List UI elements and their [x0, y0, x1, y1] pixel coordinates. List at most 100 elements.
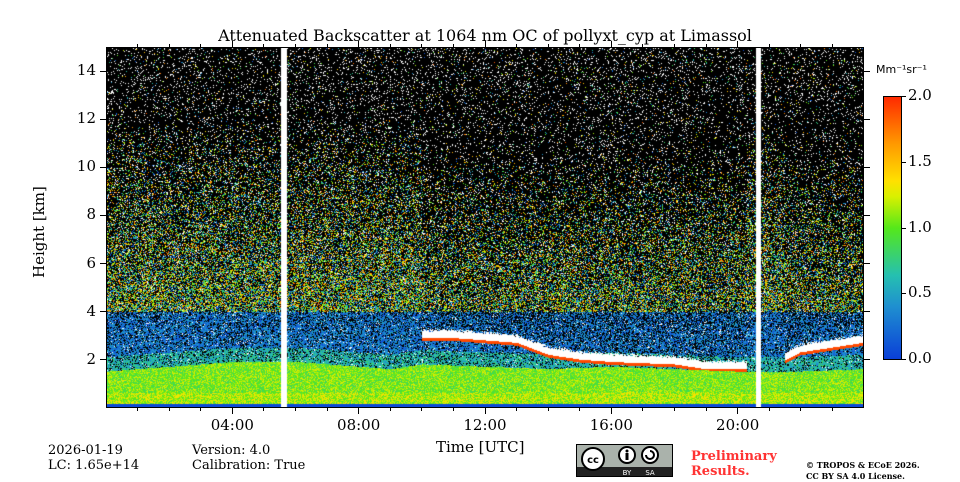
colorbar-tick-label: 0.5	[908, 283, 932, 302]
y-tick-label: 6	[86, 253, 96, 272]
x-tick-label: 08:00	[337, 416, 381, 434]
x-minor-tick	[547, 408, 549, 411]
x-minor-tick-top	[800, 44, 802, 47]
x-minor-tick	[831, 408, 833, 411]
x-minor-tick-top	[200, 44, 202, 47]
x-tick	[610, 408, 612, 414]
x-minor-tick-top	[389, 44, 391, 47]
x-minor-tick	[168, 408, 170, 411]
x-tick-label: 04:00	[210, 416, 254, 434]
x-minor-tick	[674, 408, 675, 411]
calibration-label: Calibration: True	[192, 458, 306, 473]
x-minor-tick-top	[674, 44, 675, 47]
x-minor-tick-top	[516, 44, 518, 47]
y-tick-label: 14	[76, 61, 96, 80]
x-minor-tick	[452, 408, 454, 411]
y-axis-label: Height [km]	[30, 186, 48, 278]
copyright-note: © TROPOS & ECoE 2026. CC BY SA 4.0 Licen…	[806, 460, 920, 482]
colorbar-tick-label: 2.0	[908, 86, 932, 104]
x-minor-tick	[800, 408, 802, 411]
by-text: BY	[623, 469, 632, 476]
preliminary-results-note: Preliminary Results.	[691, 449, 777, 479]
x-tick-label: 12:00	[463, 416, 507, 434]
x-minor-tick-top	[295, 44, 296, 47]
colorbar-tick-label: 1.5	[908, 151, 932, 170]
colorbar	[883, 96, 902, 360]
x-tick	[358, 408, 360, 414]
y-tick-label: 10	[76, 157, 96, 176]
y-tick-right	[864, 263, 870, 265]
x-tick-label: 16:00	[589, 416, 633, 434]
colorbar-tick-label: 1.0	[908, 217, 932, 236]
x-minor-tick-top	[421, 44, 423, 47]
y-tick	[100, 118, 106, 120]
lc-label: LC: 1.65e+14	[48, 458, 140, 473]
y-tick-right	[864, 118, 870, 120]
x-minor-tick	[263, 408, 265, 411]
x-minor-tick-top	[705, 44, 707, 47]
y-tick-right	[864, 311, 870, 313]
chart-title: Attenuated Backscatter at 1064 nm OC of …	[218, 26, 752, 45]
x-tick-top	[231, 41, 233, 47]
y-tick-right	[864, 359, 870, 361]
y-tick-label: 4	[86, 301, 96, 320]
x-minor-tick-top	[831, 44, 833, 47]
y-tick-label: 2	[86, 349, 96, 368]
cc-by-sa-logo: cc BY SA	[576, 444, 673, 477]
sa-text: SA	[645, 469, 655, 476]
colorbar-tick	[902, 359, 906, 360]
x-minor-tick-top	[547, 44, 549, 47]
y-tick-label: 8	[86, 205, 96, 224]
x-minor-tick	[389, 408, 391, 411]
y-tick	[100, 263, 106, 265]
y-tick	[100, 359, 106, 361]
x-tick-top	[358, 41, 360, 47]
x-minor-tick-top	[642, 44, 644, 47]
x-tick	[737, 408, 739, 414]
version-label: Version: 4.0	[192, 443, 271, 458]
x-minor-tick-top	[768, 44, 770, 47]
y-tick-right	[864, 70, 870, 72]
x-minor-tick-top	[326, 44, 328, 47]
x-axis-label: Time [UTC]	[436, 438, 525, 456]
colorbar-unit: Mm⁻¹sr⁻¹	[876, 63, 927, 76]
colorbar-tick	[902, 96, 906, 97]
x-minor-tick	[137, 408, 139, 411]
x-minor-tick	[579, 408, 581, 411]
y-tick-right	[864, 166, 870, 168]
y-tick-label: 12	[76, 109, 96, 128]
date-label: 2026-01-19	[48, 443, 123, 458]
colorbar-tick	[902, 161, 906, 163]
x-minor-tick-top	[452, 44, 454, 47]
colorbar-tick	[902, 293, 906, 295]
y-tick	[100, 311, 106, 313]
x-minor-tick-top	[263, 44, 265, 47]
x-tick	[231, 408, 233, 414]
backscatter-heatmap	[107, 48, 863, 407]
x-tick-top	[484, 41, 486, 47]
svg-text:cc: cc	[587, 455, 599, 466]
x-minor-tick	[705, 408, 707, 411]
x-minor-tick	[516, 408, 518, 411]
copyright-text: © TROPOS & ECoE 2026.	[806, 460, 920, 470]
x-minor-tick	[421, 408, 423, 411]
x-minor-tick	[200, 408, 202, 411]
colorbar-tick-label: 0.0	[908, 349, 932, 367]
colorbar-tick	[902, 227, 906, 229]
y-tick	[100, 214, 106, 216]
x-tick	[484, 408, 486, 414]
x-minor-tick-top	[137, 44, 139, 47]
x-tick-label: 20:00	[716, 416, 760, 434]
x-minor-tick-top	[579, 44, 581, 47]
y-tick	[100, 70, 106, 72]
x-minor-tick	[768, 408, 770, 411]
x-tick-top	[737, 41, 739, 47]
x-minor-tick	[642, 408, 644, 411]
plot-area	[106, 47, 864, 408]
x-minor-tick-top	[168, 44, 170, 47]
y-tick-right	[864, 214, 870, 216]
y-tick	[100, 166, 106, 168]
x-minor-tick	[295, 408, 296, 411]
x-minor-tick	[326, 408, 328, 411]
license-text: CC BY SA 4.0 License.	[806, 471, 905, 481]
